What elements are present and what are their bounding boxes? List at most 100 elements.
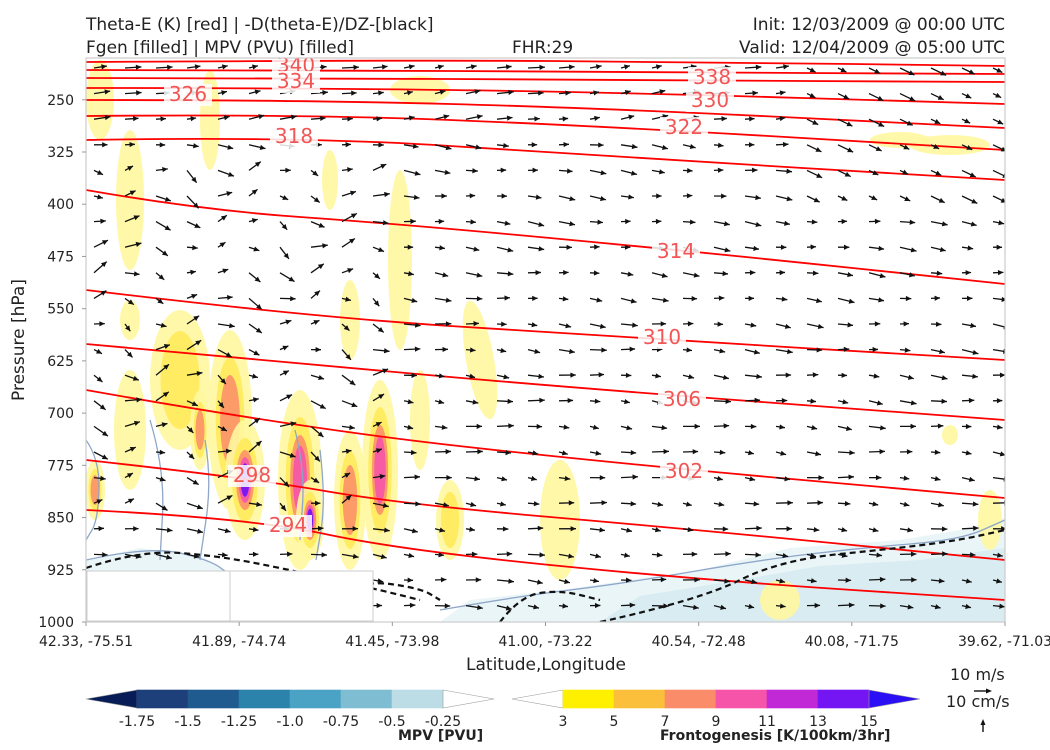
wind-vector-head: [624, 64, 630, 70]
wind-vector-head: [219, 242, 226, 248]
wind-vector-head: [476, 272, 483, 278]
wind-vector-head: [414, 346, 421, 352]
wind-vector-head: [592, 424, 599, 430]
wind-vector-head: [407, 424, 414, 430]
wind-vector-head: [907, 374, 914, 380]
wind-vector-head: [349, 379, 356, 386]
wind-vector-head: [256, 303, 262, 310]
wind-vector-head: [937, 502, 944, 508]
theta-e-label-background: [660, 461, 708, 483]
wind-vector-head: [474, 476, 480, 482]
wind-vector-head: [809, 92, 816, 98]
wind-vector-head: [784, 476, 791, 482]
wind-vector-head: [722, 270, 729, 277]
wind-vector-head: [160, 116, 166, 122]
wind-vector-head: [378, 90, 384, 96]
wind-vector-head: [195, 340, 202, 346]
wind-vector-head: [965, 578, 972, 584]
fgen-fill-area: [410, 370, 430, 470]
wind-vector-head: [630, 298, 637, 304]
theta-e-label: 322: [665, 115, 703, 139]
wind-vector-head: [470, 219, 476, 225]
fgen-colorbar-segment: [715, 689, 768, 709]
wind-vector-head: [376, 602, 383, 609]
wind-vector-head: [754, 397, 761, 403]
wind-vector-head: [289, 452, 296, 458]
wind-vector-head: [970, 322, 976, 329]
wind-vector-head: [135, 64, 142, 70]
wind-vector-head: [313, 320, 320, 325]
wind-vector-head: [322, 243, 328, 249]
wind-vector-head: [539, 397, 545, 403]
wind-vector-head: [685, 501, 692, 507]
x-axis-ticks: 42.33, -75.51 41.89, -74.74 41.45, -73.98 4…: [39, 622, 1050, 650]
wind-vector-head: [906, 449, 913, 455]
wind-vector-head: [251, 189, 258, 195]
wind-vector-head: [755, 552, 761, 558]
wind-vector-head: [500, 167, 507, 173]
wind-vector-head: [811, 425, 818, 431]
y-tick-label: 1000: [38, 615, 74, 631]
wind-vector-head: [841, 195, 848, 201]
fgen-colorbar-tick-label: 15: [860, 714, 878, 730]
wind-vector-head: [100, 290, 107, 296]
theta-e-label-background: [164, 84, 212, 106]
wind-vector-head: [630, 450, 637, 456]
mpv-colorbar-segment: [187, 689, 240, 709]
fgen-colorbar-segment: [613, 689, 666, 709]
wind-vector-head: [595, 553, 601, 559]
wind-vector-head: [561, 450, 568, 456]
wind-vector-head: [841, 218, 848, 225]
wind-vector-head: [407, 244, 414, 250]
wind-vector-head: [504, 220, 511, 226]
wind-vector-head: [568, 500, 575, 506]
wind-vector-head: [779, 270, 786, 276]
mpv-colorbar-tick-label: -1.25: [221, 714, 257, 730]
wind-vector-head: [721, 116, 727, 122]
wind-vector-head: [935, 321, 942, 327]
wind-vector-head: [632, 474, 638, 480]
wind-vector-head: [755, 64, 762, 70]
wind-vector-head: [878, 121, 885, 127]
wind-vector-head: [379, 473, 386, 480]
wind-vector-head: [691, 296, 698, 302]
wind-vector-head: [598, 372, 605, 378]
theta-e-contour-line: [86, 289, 1005, 361]
wind-vector-head: [686, 193, 693, 199]
fgen-fill-area: [978, 490, 1002, 550]
wind-vector-head: [406, 90, 413, 96]
wind-vector-head: [965, 423, 972, 430]
wind-vector-head: [318, 222, 325, 228]
wind-vector-head: [281, 223, 288, 230]
wind-vector-head: [904, 347, 911, 353]
wind-vector-head: [909, 96, 916, 101]
wind-vector-head: [445, 321, 452, 327]
wind-vector-head: [902, 169, 909, 175]
y-tick-label: 775: [47, 458, 74, 474]
fgen-fill-area: [114, 370, 146, 490]
wind-vector-head: [501, 476, 508, 482]
wind-vector-head: [194, 64, 201, 70]
wind-vector-head: [472, 399, 479, 405]
wind-vector-head: [191, 293, 198, 299]
wind-vector-head: [964, 118, 971, 124]
theta-e-label-background: [652, 241, 700, 263]
wind-vector-head: [133, 271, 140, 277]
wind-vector-head: [903, 144, 910, 150]
wind-vector-head: [593, 578, 599, 584]
wind-vector-head: [382, 220, 389, 226]
wind-vector-head: [600, 170, 607, 176]
wind-vector-head: [779, 424, 785, 430]
wind-vector-head: [907, 527, 913, 533]
fgen-fill-area: [942, 425, 958, 445]
wind-vector-head: [222, 268, 229, 274]
wind-vector-head: [718, 295, 725, 301]
wind-vector-head: [252, 397, 259, 403]
theta-e-label-background: [688, 67, 736, 89]
wind-vector-head: [102, 552, 108, 558]
wind-vector-head: [723, 423, 730, 429]
wind-vector-head: [469, 193, 476, 199]
wind-vector-head: [563, 141, 569, 148]
wind-vector-head: [411, 372, 417, 378]
wind-vector-head: [784, 323, 791, 329]
